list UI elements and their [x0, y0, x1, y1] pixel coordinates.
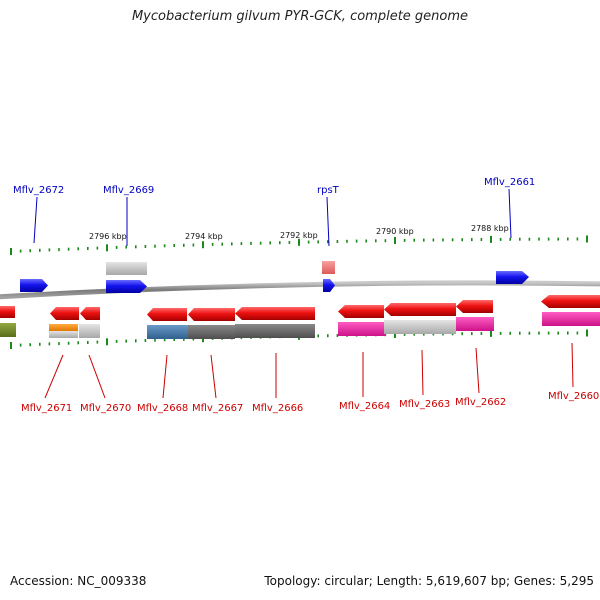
function-bar [49, 324, 78, 331]
gene-label-mflv-2670[interactable]: Mflv_2670 [80, 403, 131, 414]
map-title: Mycobacterium gilvum PYR-GCK, complete g… [131, 9, 469, 24]
kbp-label-2794: 2794 kbp [185, 232, 223, 241]
gene-label-mflv-2666[interactable]: Mflv_2666 [252, 403, 303, 414]
gene-label-mflv-2668[interactable]: Mflv_2668 [137, 403, 188, 414]
bottom-leader-lines [44, 342, 574, 399]
genome-backbone [0, 280, 600, 300]
leader-line [88, 354, 106, 399]
forward-genes [20, 261, 529, 293]
gene-rpst[interactable] [323, 279, 335, 292]
leader-line [44, 354, 64, 399]
gene-mflv-2661[interactable] [496, 271, 529, 284]
gene-partial-left[interactable] [0, 306, 15, 318]
gene-label-mflv-2664[interactable]: Mflv_2664 [339, 401, 390, 412]
function-bar [542, 312, 600, 326]
leader-line [33, 196, 38, 244]
rna-gene-rpst [322, 261, 335, 274]
kbp-label-2792: 2792 kbp [280, 231, 318, 240]
function-bar [147, 325, 188, 339]
gene-mflv-2662[interactable] [456, 300, 493, 313]
reverse-genes [0, 295, 600, 321]
leader-line [162, 354, 168, 399]
function-bar [49, 331, 78, 338]
gene-mflv-2663[interactable] [384, 303, 456, 316]
gene-mflv-2660[interactable] [541, 295, 600, 308]
gene-mflv-2670[interactable] [80, 307, 100, 320]
gene-mflv-2664[interactable] [338, 305, 384, 318]
leader-line [326, 196, 330, 247]
gene-label-mflv-2662[interactable]: Mflv_2662 [455, 397, 506, 408]
kbp-label-2796: 2796 kbp [89, 232, 127, 241]
genome-summary-text: Topology: circular; Length: 5,619,607 bp… [264, 574, 594, 588]
gene-label-mflv-2661[interactable]: Mflv_2661 [484, 177, 535, 188]
gene-label-mflv-2669[interactable]: Mflv_2669 [103, 185, 154, 196]
accession-text: Accession: NC_009338 [10, 574, 147, 588]
kbp-label-2788: 2788 kbp [471, 224, 509, 233]
function-bar [456, 317, 494, 331]
function-bar [79, 324, 100, 338]
function-bar [188, 325, 235, 339]
function-bar [0, 323, 16, 337]
function-bars [0, 312, 600, 339]
function-bar [384, 320, 456, 334]
leader-line [508, 188, 512, 239]
leader-line [210, 354, 217, 399]
leader-line [421, 349, 424, 396]
kbp-label-2790: 2790 kbp [376, 227, 414, 236]
function-bar [235, 324, 315, 338]
gene-mflv-2668[interactable] [147, 308, 187, 321]
gene-label-rpst[interactable]: rpsT [317, 185, 340, 196]
gene-mflv-2672[interactable] [20, 279, 48, 292]
gene-label-mflv-2660[interactable]: Mflv_2660 [548, 391, 599, 402]
leader-line [475, 347, 480, 394]
gene-mflv-2667[interactable] [188, 308, 235, 321]
gene-label-mflv-2667[interactable]: Mflv_2667 [192, 403, 243, 414]
function-bar [338, 322, 385, 336]
top-leader-lines [33, 188, 512, 247]
gene-mflv-2666[interactable] [235, 307, 315, 320]
gene-label-mflv-2663[interactable]: Mflv_2663 [399, 399, 450, 410]
tick-marks-top [10, 235, 588, 255]
tick-marks-bottom [10, 329, 588, 349]
gene-label-mflv-2672[interactable]: Mflv_2672 [13, 185, 64, 196]
gene-mflv-2671[interactable] [50, 307, 79, 320]
leader-line [571, 342, 574, 388]
gene-mflv-2669-function [106, 262, 147, 275]
gene-label-mflv-2671[interactable]: Mflv_2671 [21, 403, 72, 414]
gene-mflv-2669[interactable] [106, 280, 147, 293]
